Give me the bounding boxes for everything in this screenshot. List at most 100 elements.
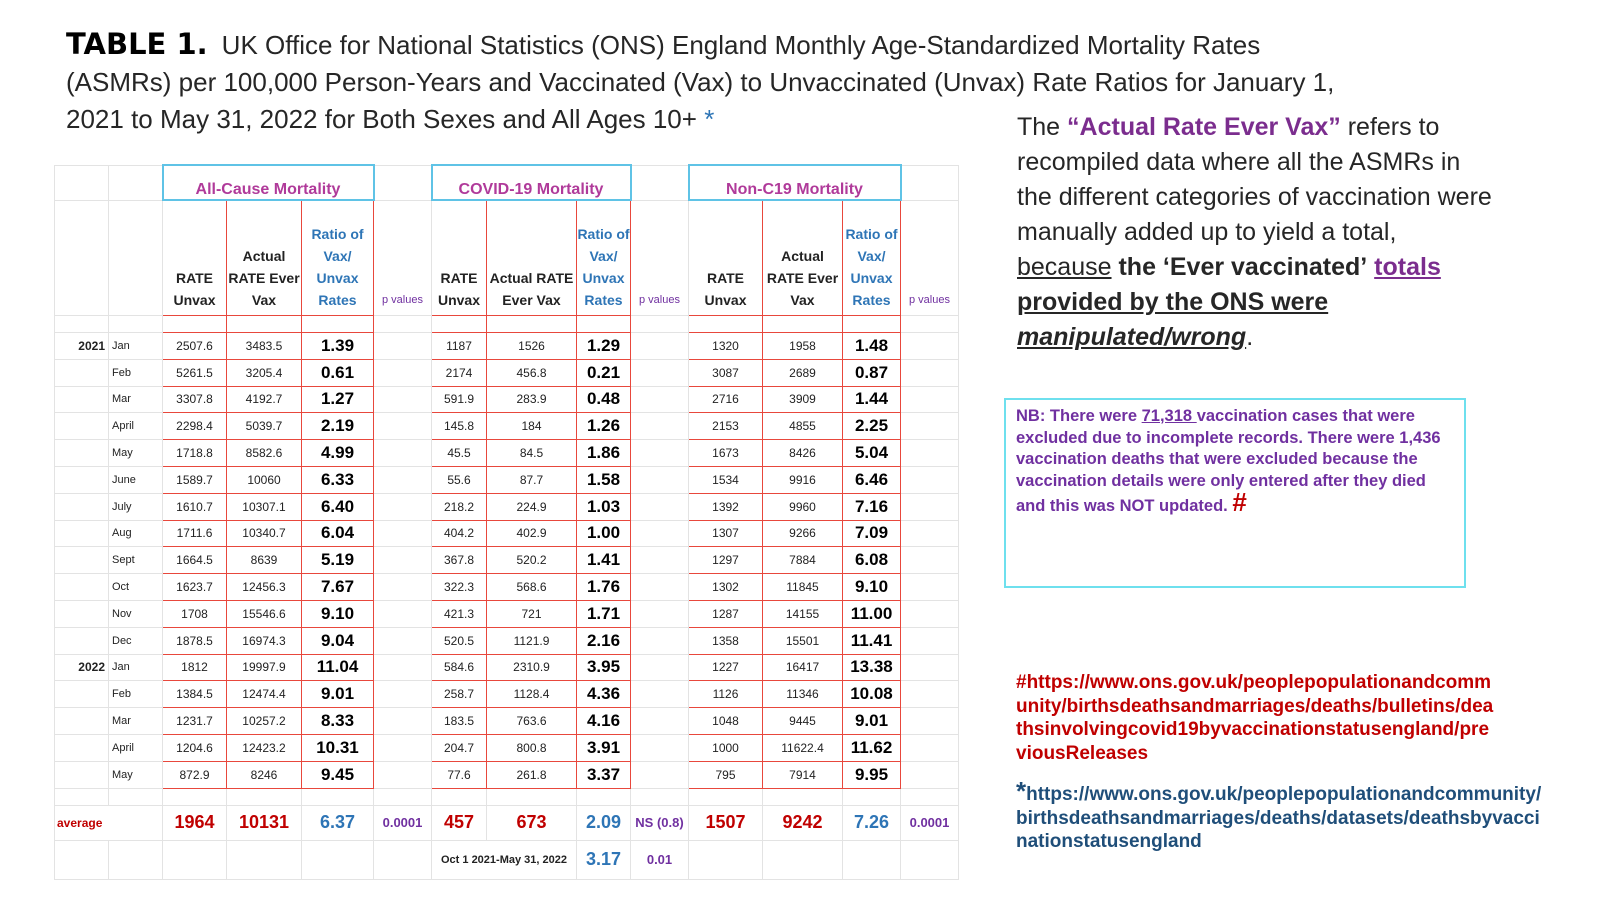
ratio-cell: 2.25 bbox=[842, 412, 901, 441]
ratio-cell: 1.76 bbox=[576, 573, 631, 601]
source-link-1[interactable]: #https://www.ons.gov.uk/peoplepopulation… bbox=[1016, 671, 1496, 765]
year-cell: 2021 bbox=[54, 332, 109, 360]
unvax-rate-cell: 1623.7 bbox=[162, 573, 227, 601]
unvax-rate-cell: 1126 bbox=[688, 680, 763, 709]
vax-rate-cell: 1128.4 bbox=[486, 680, 577, 709]
unvax-rate-cell: 404.2 bbox=[431, 519, 487, 548]
col-header: Ratio of Vax/ Unvax Rates bbox=[842, 199, 901, 316]
ratio-cell: 5.19 bbox=[301, 546, 374, 575]
col-header: RATE Unvax bbox=[431, 199, 487, 316]
pvalue-cell bbox=[900, 439, 959, 467]
vax-rate-cell: 2310.9 bbox=[486, 653, 577, 682]
pvalue-cell bbox=[373, 599, 432, 628]
vax-rate-cell: 9916 bbox=[762, 465, 843, 494]
vax-rate-cell: 19997.9 bbox=[226, 653, 302, 682]
pvalue-cell bbox=[373, 733, 432, 762]
month-cell: April bbox=[108, 412, 163, 441]
pvalue-cell bbox=[373, 412, 432, 441]
ratio-cell: 1.03 bbox=[576, 492, 631, 521]
ratio-cell: 7.09 bbox=[842, 519, 901, 548]
pvalue-cell bbox=[900, 707, 959, 735]
ratio-cell: 11.62 bbox=[842, 733, 901, 762]
year-cell bbox=[54, 358, 109, 387]
unvax-rate-cell: 77.6 bbox=[431, 760, 487, 789]
avg-cell: 1507 bbox=[688, 804, 763, 841]
pvalue-cell bbox=[630, 680, 689, 709]
month-cell: July bbox=[108, 492, 163, 521]
unvax-rate-cell: 1718.8 bbox=[162, 439, 227, 467]
average-row: average 1964 10131 6.37 0.0001 457 673 2… bbox=[54, 804, 959, 841]
month-cell: Nov bbox=[108, 599, 163, 628]
pvalue-cell bbox=[373, 492, 432, 521]
ratio-cell: 6.46 bbox=[842, 465, 901, 494]
unvax-rate-cell: 591.9 bbox=[431, 385, 487, 414]
group-covid: COVID-19 Mortality bbox=[430, 164, 632, 201]
pvalue-cell bbox=[900, 492, 959, 521]
ratio-cell: 9.01 bbox=[842, 707, 901, 735]
col-header: Actual RATE Ever Vax bbox=[762, 199, 843, 316]
unvax-rate-cell: 1392 bbox=[688, 492, 763, 521]
ratio-cell: 10.08 bbox=[842, 680, 901, 709]
year-cell bbox=[54, 412, 109, 441]
unvax-rate-cell: 1187 bbox=[431, 332, 487, 360]
vax-rate-cell: 10307.1 bbox=[226, 492, 302, 521]
note-text: The bbox=[1017, 113, 1068, 141]
note-text: . bbox=[1246, 323, 1254, 351]
unvax-rate-cell: 3307.8 bbox=[162, 385, 227, 414]
unvax-rate-cell: 1664.5 bbox=[162, 546, 227, 575]
vax-rate-cell: 3909 bbox=[762, 385, 843, 414]
year-cell bbox=[54, 760, 109, 789]
ratio-cell: 8.33 bbox=[301, 707, 374, 735]
source-1-text[interactable]: #https://www.ons.gov.uk/peoplepopulation… bbox=[1016, 672, 1494, 764]
unvax-rate-cell: 218.2 bbox=[431, 492, 487, 521]
vax-rate-cell: 568.6 bbox=[486, 573, 577, 601]
source-link-2[interactable]: *https://www.ons.gov.uk/peoplepopulation… bbox=[1016, 778, 1546, 854]
table-row: Dec 1878.5 16974.3 9.04 520.5 1121.9 2.16 1358 1… bbox=[54, 626, 959, 655]
month-cell: Feb bbox=[108, 680, 163, 709]
note-manipulated: manipulated/wrong bbox=[1017, 323, 1247, 351]
pvalue-cell bbox=[900, 546, 959, 575]
source-2-text[interactable]: https://www.ons.gov.uk/peoplepopulationa… bbox=[1016, 784, 1542, 852]
ratio-cell: 1.44 bbox=[842, 385, 901, 414]
ratio-cell: 4.36 bbox=[576, 680, 631, 709]
table-row: Mar 3307.8 4192.7 1.27 591.9 283.9 0.48 2716 390… bbox=[54, 385, 959, 414]
month-cell: Dec bbox=[108, 626, 163, 655]
oct-period-ratio: 3.17 bbox=[576, 839, 631, 880]
pvalue-cell bbox=[630, 573, 689, 601]
unvax-rate-cell: 322.3 bbox=[431, 573, 487, 601]
year-cell bbox=[54, 546, 109, 575]
ratio-cell: 11.00 bbox=[842, 599, 901, 628]
year-cell bbox=[54, 385, 109, 414]
pvalue-cell bbox=[630, 707, 689, 735]
vax-rate-cell: 3483.5 bbox=[226, 332, 302, 360]
ratio-cell: 0.87 bbox=[842, 358, 901, 387]
pvalue-cell bbox=[373, 707, 432, 735]
vax-rate-cell: 721 bbox=[486, 599, 577, 628]
table-row: July 1610.7 10307.1 6.40 218.2 224.9 1.03 1392 9… bbox=[54, 492, 959, 521]
vax-rate-cell: 456.8 bbox=[486, 358, 577, 387]
pvalue-cell bbox=[373, 680, 432, 709]
year-cell bbox=[54, 599, 109, 628]
avg-cell: 2.09 bbox=[576, 804, 631, 841]
pvalue-cell bbox=[373, 519, 432, 548]
pvalue-cell bbox=[900, 332, 959, 360]
table-row: Sept 1664.5 8639 5.19 367.8 520.2 1.41 1297 7884… bbox=[54, 546, 959, 575]
pvalue-cell bbox=[630, 332, 689, 360]
col-header: Actual RATE Ever Vax bbox=[486, 199, 577, 316]
unvax-rate-cell: 1227 bbox=[688, 653, 763, 682]
vax-rate-cell: 10340.7 bbox=[226, 519, 302, 548]
unvax-rate-cell: 5261.5 bbox=[162, 358, 227, 387]
year-cell: 2022 bbox=[54, 653, 109, 682]
ratio-cell: 7.67 bbox=[301, 573, 374, 601]
vax-rate-cell: 1958 bbox=[762, 332, 843, 360]
nb-number: 71,318 bbox=[1141, 407, 1197, 425]
unvax-rate-cell: 1320 bbox=[688, 332, 763, 360]
vax-rate-cell: 4192.7 bbox=[226, 385, 302, 414]
ratio-cell: 11.41 bbox=[842, 626, 901, 655]
table-row: June 1589.7 10060 6.33 55.6 87.7 1.58 1534 9916 6… bbox=[54, 465, 959, 494]
ratio-cell: 0.61 bbox=[301, 358, 374, 387]
avg-cell: 6.37 bbox=[301, 804, 374, 841]
pvalue-cell bbox=[630, 626, 689, 655]
ratio-cell: 1.86 bbox=[576, 439, 631, 467]
pvalue-cell bbox=[630, 519, 689, 548]
